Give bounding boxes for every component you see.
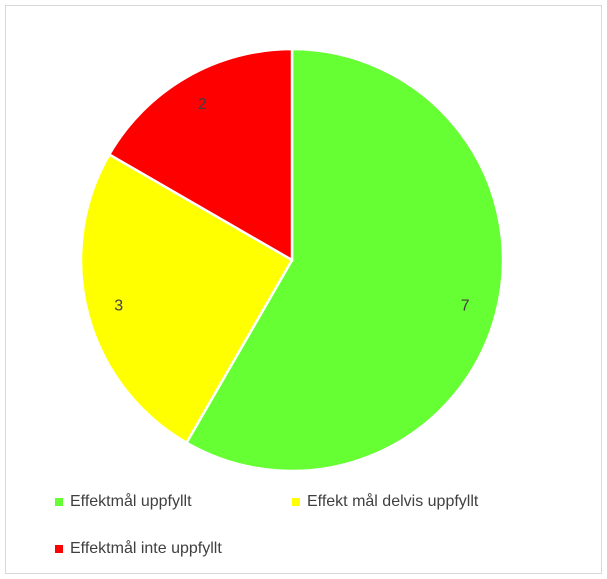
legend-marker <box>292 498 300 506</box>
legend-label: Effektmål uppfyllt <box>70 492 192 510</box>
legend-label: Effekt mål delvis uppfyllt <box>307 492 479 510</box>
data-label: 3 <box>114 298 123 315</box>
legend-marker <box>55 498 63 506</box>
data-label: 7 <box>461 298 470 315</box>
pie-slice <box>184 47 505 473</box>
legend-label: Effektmål inte uppfyllt <box>70 539 222 557</box>
pie-slice <box>107 47 294 263</box>
legend-marker <box>55 545 63 553</box>
data-label: 2 <box>198 96 207 113</box>
pie-slice <box>79 152 294 445</box>
